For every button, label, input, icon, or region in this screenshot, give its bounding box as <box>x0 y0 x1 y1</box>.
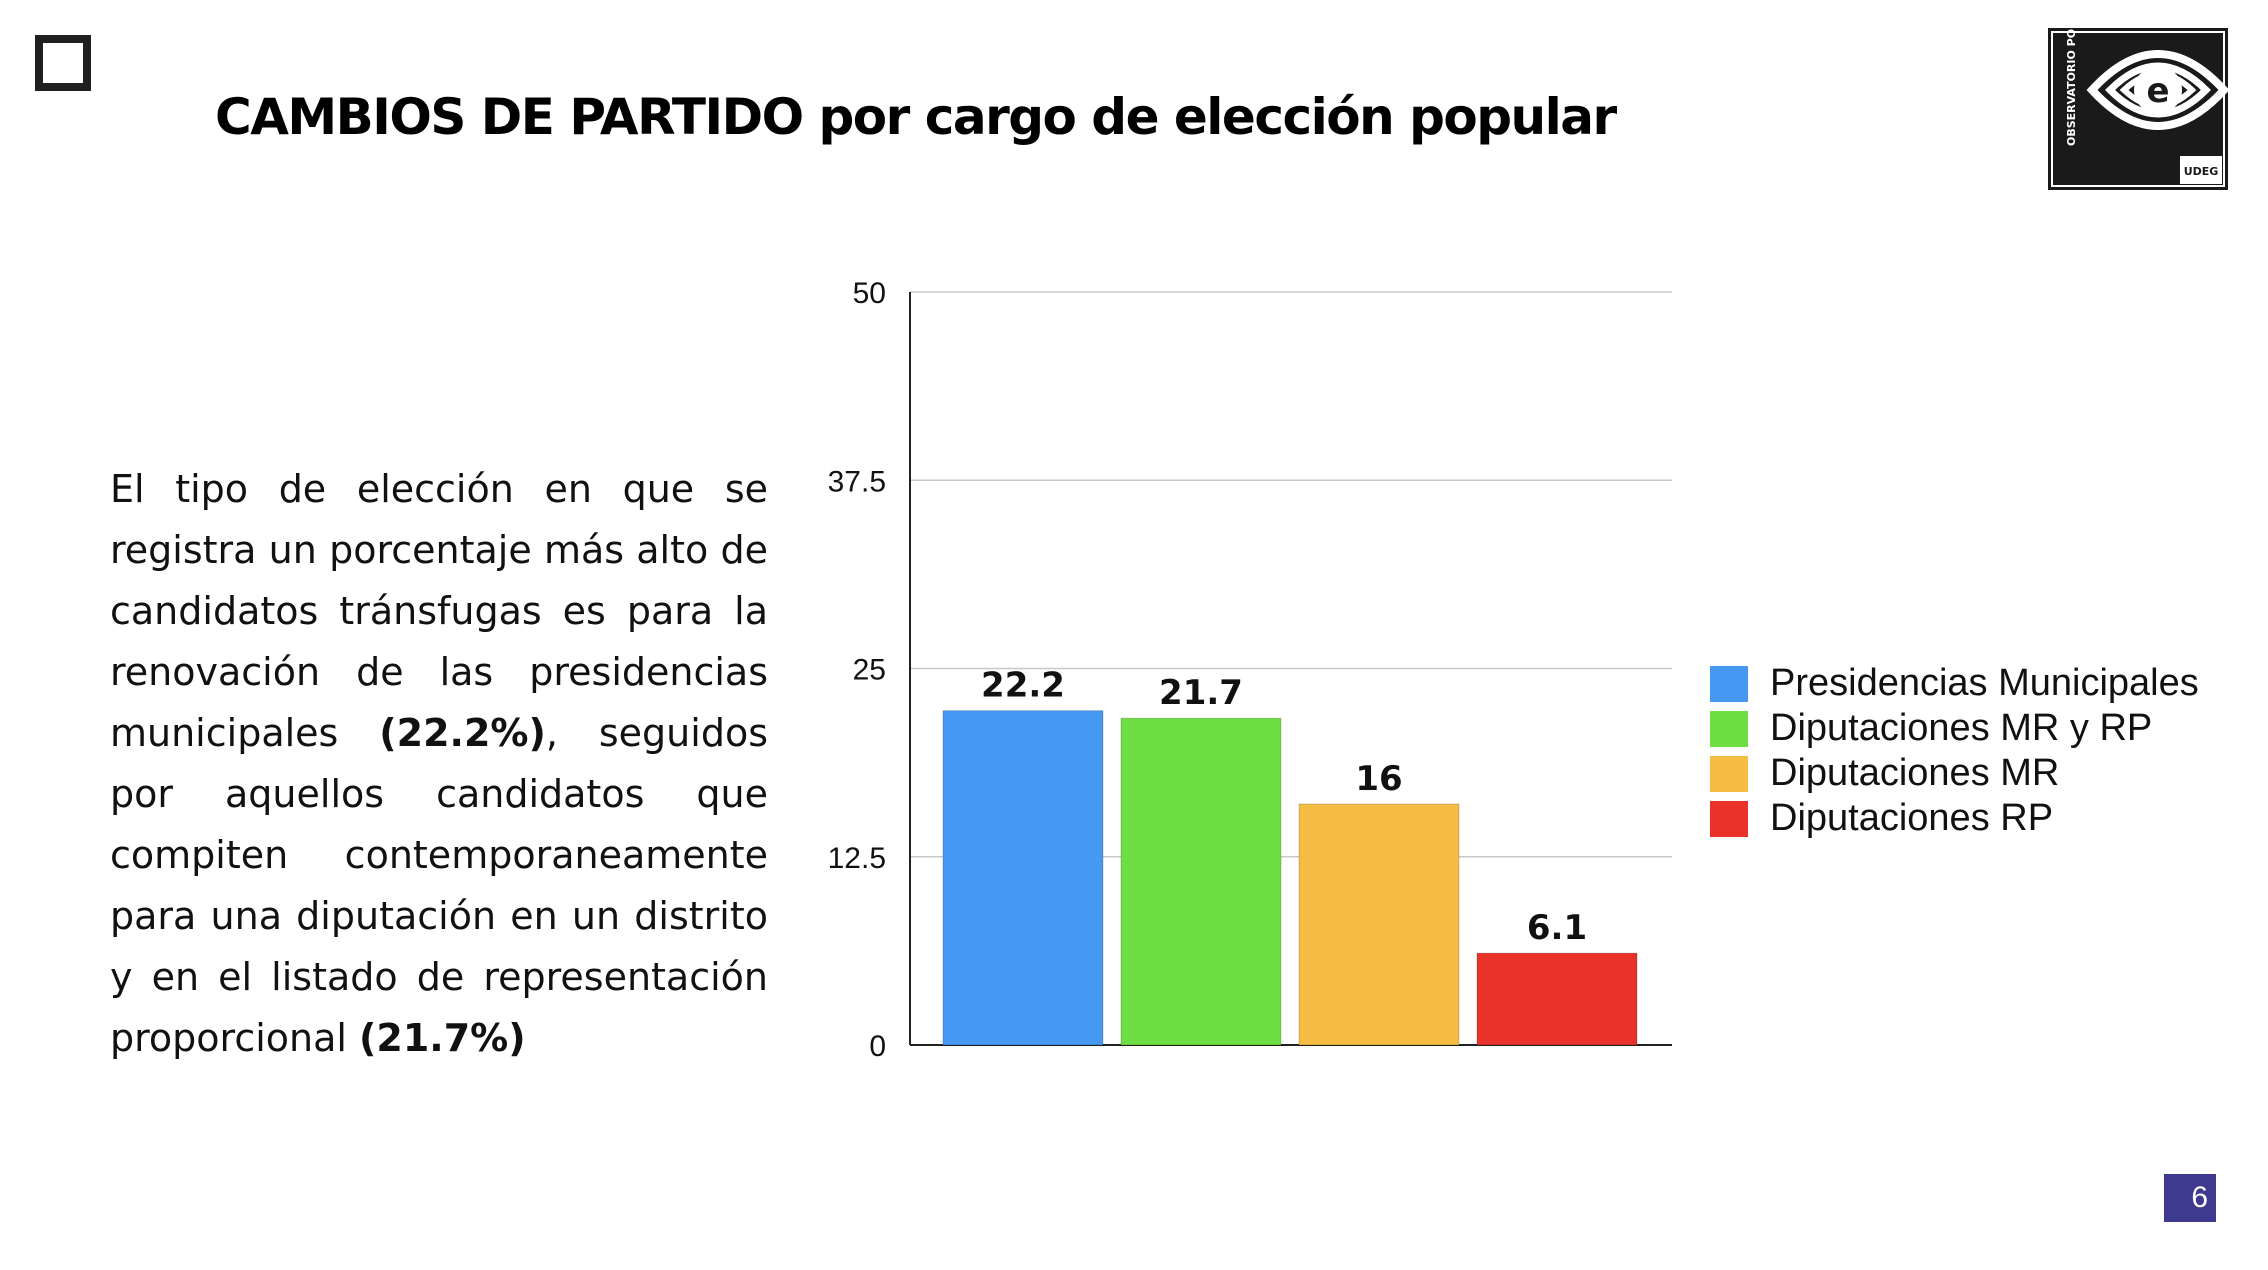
logo-tag-box <box>2180 156 2222 184</box>
legend-item: Diputaciones MR <box>1710 751 2199 796</box>
bar-1 <box>942 710 1104 1046</box>
bar-chart: 0 12.5 25 37.5 50 22.2 21.7 16 6.1 <box>828 277 1672 1063</box>
legend-swatch <box>1710 800 1748 837</box>
legend-item: Diputaciones RP <box>1710 796 2199 841</box>
data-label: 16 <box>1355 759 1402 799</box>
legend-label: Presidencias Municipales <box>1770 662 2199 704</box>
logo-eye-icon <box>2086 50 2228 130</box>
legend-swatch <box>1710 710 1748 747</box>
data-label: 21.7 <box>1159 673 1243 713</box>
bar-2 <box>1120 717 1282 1046</box>
data-label: 22.2 <box>981 666 1065 706</box>
logo-side-text: OBSERVATORIO POLÍTICO ELECTORAL <box>2065 28 2078 146</box>
legend-label: Diputaciones MR <box>1770 752 2060 794</box>
bar-4 <box>1476 952 1638 1046</box>
page-number: 6 <box>2164 1174 2216 1222</box>
legend-item: Presidencias Municipales <box>1710 661 2199 706</box>
chart-legend: Presidencias Municipales Diputaciones MR … <box>1710 661 2199 841</box>
y-tick-label: 25 <box>853 654 886 687</box>
logo-letter: e <box>2146 71 2169 111</box>
body-text-part1: El tipo de elección en que se registra u… <box>110 467 768 755</box>
y-tick-label: 12.5 <box>828 842 886 875</box>
y-tick-label: 0 <box>869 1030 886 1063</box>
bar-3 <box>1298 803 1460 1046</box>
legend-label: Diputaciones RP <box>1770 797 2054 839</box>
legend-swatch <box>1710 755 1748 792</box>
y-tick-label: 50 <box>853 277 886 310</box>
observatorio-logo: OBSERVATORIO POLÍTICO ELECTORAL e UDEG <box>2048 28 2228 190</box>
logo-tag: UDEG <box>2184 165 2219 178</box>
body-paragraph: El tipo de elección en que se registra u… <box>110 459 768 1069</box>
corner-square-decoration <box>35 35 91 91</box>
legend-item: Diputaciones MR y RP <box>1710 706 2199 751</box>
legend-swatch <box>1710 665 1748 702</box>
slide-title: CAMBIOS DE PARTIDO por cargo de elección… <box>215 88 1617 146</box>
body-highlight-1: (22.2%) <box>379 711 546 755</box>
y-tick-label: 37.5 <box>828 465 886 498</box>
body-highlight-2: (21.7%) <box>359 1016 526 1060</box>
legend-label: Diputaciones MR y RP <box>1770 707 2153 749</box>
body-text-part2: , seguidos por aquellos candidatos que c… <box>110 711 768 1060</box>
logo-border <box>2051 31 2225 187</box>
data-label: 6.1 <box>1527 908 1587 948</box>
